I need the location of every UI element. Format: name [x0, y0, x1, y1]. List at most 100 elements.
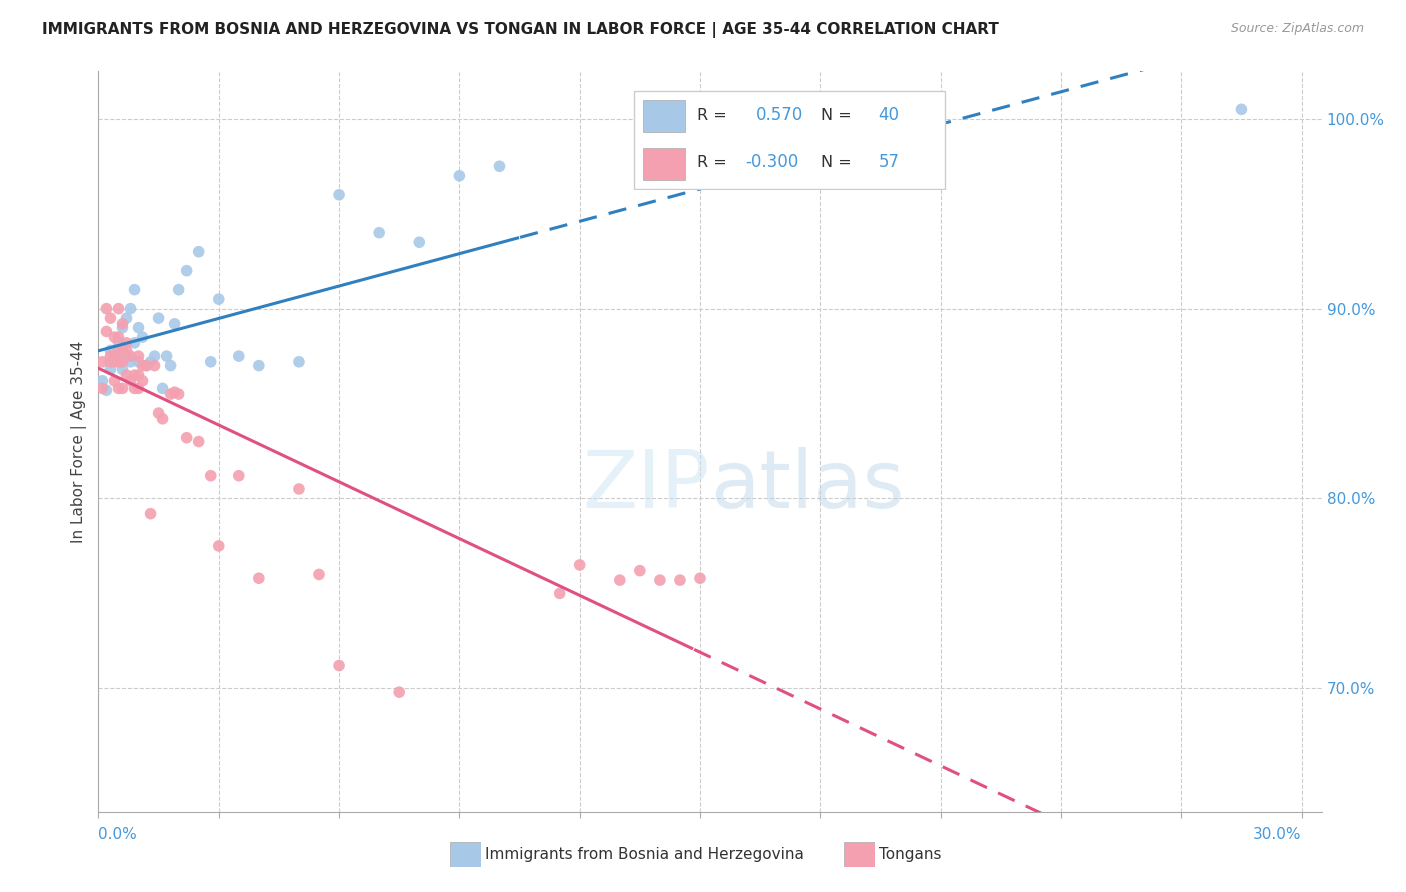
- Point: [103, 349, 125, 363]
- Point: [200, 468, 222, 483]
- Point: [115, 349, 138, 363]
- Point: [103, 330, 125, 344]
- Point: [247, 571, 270, 585]
- Point: [139, 355, 162, 369]
- Point: [152, 411, 174, 425]
- Point: [128, 368, 150, 383]
- Point: [135, 359, 157, 373]
- Point: [111, 362, 134, 376]
- Point: [91, 374, 114, 388]
- Point: [128, 381, 150, 395]
- Point: [228, 349, 250, 363]
- Point: [1230, 103, 1253, 117]
- Point: [115, 311, 138, 326]
- Point: [628, 564, 651, 578]
- Point: [148, 311, 170, 326]
- Text: Source: ZipAtlas.com: Source: ZipAtlas.com: [1230, 22, 1364, 36]
- Text: IMMIGRANTS FROM BOSNIA AND HERZEGOVINA VS TONGAN IN LABOR FORCE | AGE 35-44 CORR: IMMIGRANTS FROM BOSNIA AND HERZEGOVINA V…: [42, 22, 1000, 38]
- Point: [139, 507, 162, 521]
- Point: [187, 434, 209, 449]
- Point: [609, 573, 631, 587]
- Point: [148, 406, 170, 420]
- Point: [107, 330, 129, 344]
- Point: [100, 355, 122, 369]
- Point: [247, 359, 270, 373]
- Point: [100, 311, 122, 326]
- Point: [176, 431, 198, 445]
- Point: [143, 349, 166, 363]
- Point: [124, 368, 146, 383]
- Point: [107, 343, 129, 358]
- Point: [111, 343, 134, 358]
- Point: [208, 292, 231, 306]
- Point: [111, 320, 134, 334]
- Point: [96, 301, 118, 316]
- Point: [107, 301, 129, 316]
- Point: [228, 468, 250, 483]
- Point: [120, 355, 142, 369]
- Point: [96, 325, 118, 339]
- Point: [408, 235, 430, 250]
- Point: [107, 335, 129, 350]
- Point: [91, 355, 114, 369]
- Y-axis label: In Labor Force | Age 35-44: In Labor Force | Age 35-44: [72, 341, 87, 542]
- Text: atlas: atlas: [710, 447, 904, 525]
- Point: [135, 359, 157, 373]
- Point: [288, 355, 311, 369]
- Point: [163, 317, 186, 331]
- Point: [167, 283, 190, 297]
- Point: [187, 244, 209, 259]
- Point: [128, 355, 150, 369]
- Point: [128, 349, 150, 363]
- Point: [308, 567, 330, 582]
- Point: [163, 385, 186, 400]
- Point: [107, 355, 129, 369]
- Point: [131, 359, 153, 373]
- Point: [124, 335, 146, 350]
- Point: [176, 263, 198, 277]
- Point: [115, 335, 138, 350]
- Point: [288, 482, 311, 496]
- Point: [120, 374, 142, 388]
- Point: [100, 343, 122, 358]
- Point: [548, 586, 571, 600]
- Point: [124, 283, 146, 297]
- Point: [200, 355, 222, 369]
- Point: [689, 571, 711, 585]
- Point: [143, 359, 166, 373]
- Point: [328, 187, 350, 202]
- Point: [103, 355, 125, 369]
- Point: [91, 381, 114, 395]
- Point: [131, 330, 153, 344]
- Point: [167, 387, 190, 401]
- Point: [111, 381, 134, 395]
- Point: [152, 381, 174, 395]
- Point: [159, 359, 181, 373]
- Point: [96, 384, 118, 398]
- Point: [100, 349, 122, 363]
- Point: [648, 573, 671, 587]
- Point: [159, 387, 181, 401]
- Point: [103, 349, 125, 363]
- Point: [120, 349, 142, 363]
- Point: [155, 349, 177, 363]
- Point: [111, 317, 134, 331]
- Text: Tongans: Tongans: [879, 847, 941, 862]
- Point: [328, 658, 350, 673]
- Point: [115, 368, 138, 383]
- Point: [115, 343, 138, 358]
- Point: [669, 573, 692, 587]
- Point: [208, 539, 231, 553]
- Point: [100, 362, 122, 376]
- Point: [388, 685, 411, 699]
- Point: [368, 226, 391, 240]
- Point: [124, 381, 146, 395]
- Text: Immigrants from Bosnia and Herzegovina: Immigrants from Bosnia and Herzegovina: [485, 847, 804, 862]
- Point: [131, 374, 153, 388]
- Point: [488, 159, 510, 173]
- Point: [107, 381, 129, 395]
- Text: ZIP: ZIP: [582, 447, 710, 525]
- Point: [120, 301, 142, 316]
- Point: [111, 355, 134, 369]
- Text: 30.0%: 30.0%: [1253, 827, 1302, 842]
